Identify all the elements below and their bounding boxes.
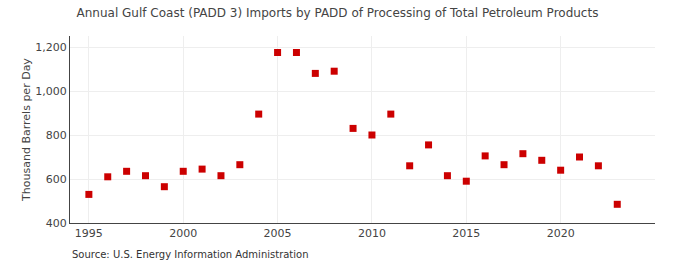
svg-text:1,200: 1,200 bbox=[35, 41, 67, 54]
svg-text:2000: 2000 bbox=[169, 227, 197, 240]
svg-text:2010: 2010 bbox=[358, 227, 386, 240]
svg-text:Annual Gulf Coast (PADD 3) Imp: Annual Gulf Coast (PADD 3) Imports by PA… bbox=[77, 6, 599, 20]
svg-text:400: 400 bbox=[46, 217, 67, 230]
svg-text:2005: 2005 bbox=[264, 227, 292, 240]
svg-text:1995: 1995 bbox=[75, 227, 103, 240]
svg-text:600: 600 bbox=[46, 173, 67, 186]
svg-text:2020: 2020 bbox=[547, 227, 575, 240]
svg-text:Thousand Barrels per Day: Thousand Barrels per Day bbox=[20, 58, 33, 202]
svg-text:2015: 2015 bbox=[452, 227, 480, 240]
svg-text:1,000: 1,000 bbox=[35, 85, 67, 98]
svg-text:800: 800 bbox=[46, 129, 67, 142]
svg-text:Source: U.S. Energy Informatio: Source: U.S. Energy Information Administ… bbox=[72, 249, 309, 260]
